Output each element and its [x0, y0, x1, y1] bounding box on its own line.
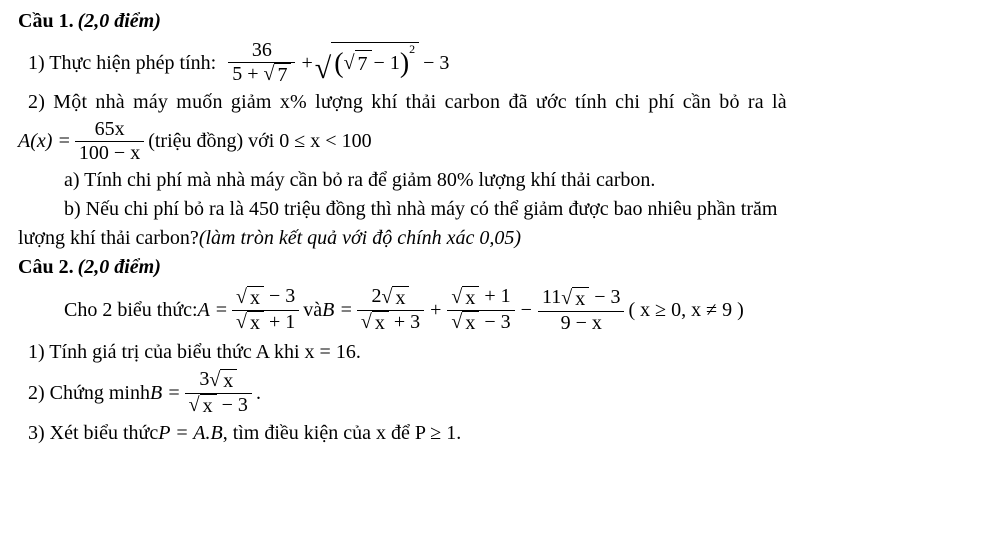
q2-p1: 1) Tính giá trị của biểu thức A khi x = …	[18, 339, 974, 366]
q1-tail: − 3	[423, 50, 449, 77]
q2-B3: 11√x − 3 9 − x	[538, 286, 625, 334]
q1-inner-sqrt: √7	[344, 50, 372, 78]
q2-p2-frac: 3√x √x − 3	[185, 368, 252, 418]
sqrt7-den: √7	[264, 63, 292, 87]
q1-p2-intro: 2) Một nhà máy muốn giảm x% lượng khí th…	[18, 89, 984, 116]
q1-frac1-den: 5 + √7	[228, 63, 295, 87]
q1-frac1: 36 5 + √7	[228, 39, 295, 87]
q2-p2: 2) Chứng minh B = 3√x √x − 3 .	[18, 368, 974, 418]
A-label: A(x) =	[18, 128, 71, 155]
q1-b-line1: b) Nếu chi phí bỏ ra là 450 triệu đồng t…	[18, 196, 974, 223]
q1-p1-label: 1) Thực hiện phép tính:	[28, 50, 216, 77]
q1-outer-sqrt: √ ( √7 − 1 ) 2	[315, 42, 419, 85]
q2-expr: Cho 2 biểu thức: A = √x − 3 √x + 1 và B …	[18, 285, 974, 335]
q1-A-formula: A(x) = 65x 100 − x (triệu đồng) với 0 ≤ …	[18, 118, 974, 165]
A-frac: 65x 100 − x	[75, 118, 144, 165]
q2-p3: 3) Xét biểu thức P = A.B , tìm điều kiện…	[18, 420, 974, 447]
q2-A-frac: √x − 3 √x + 1	[232, 285, 299, 335]
plus: +	[301, 50, 312, 77]
q1-title: Cầu 1. (2,0 điểm)	[18, 8, 974, 35]
q1-a: a) Tính chi phí mà nhà máy cần bỏ ra để …	[18, 167, 974, 194]
q2-B1: 2√x √x + 3	[357, 285, 424, 335]
q1-label: Cầu 1.	[18, 8, 74, 35]
q1-frac1-num: 36	[228, 39, 295, 63]
q1-points: (2,0 điểm)	[78, 8, 161, 35]
q2-title: Câu 2. (2,0 điểm)	[18, 254, 974, 281]
q2-B2: √x + 1 √x − 3	[447, 285, 514, 335]
q1-part1: 1) Thực hiện phép tính: 36 5 + √7 + √ ( …	[18, 39, 974, 87]
q1-b-line2: lượng khí thải carbon? (làm tròn kết quả…	[18, 225, 974, 252]
